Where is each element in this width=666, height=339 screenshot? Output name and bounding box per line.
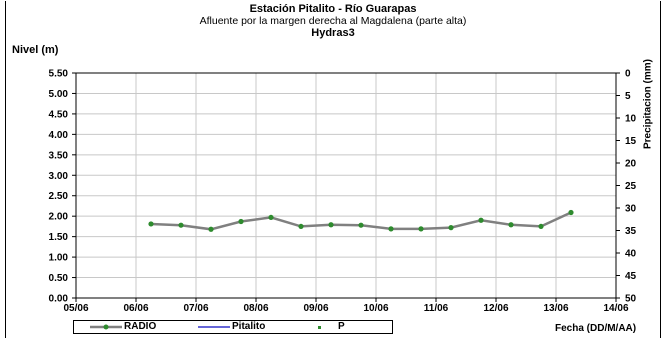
series-radio-point — [178, 222, 184, 228]
y-axis-label: Nivel (m) — [12, 44, 59, 56]
y2-tick-label: 20 — [625, 159, 637, 170]
x-tick-label: 13/06 — [543, 303, 568, 314]
series-radio-point — [568, 209, 574, 216]
grid — [76, 73, 616, 298]
x-tick-label: 09/06 — [303, 303, 328, 314]
x-tick-label: 06/06 — [123, 303, 148, 314]
y-tick-label: 4.00 — [49, 130, 69, 141]
legend-radio-swatch — [90, 324, 122, 330]
x-tick-label: 05/06 — [63, 303, 88, 314]
y-tick-label: 5.50 — [49, 69, 69, 80]
series-radio-point — [268, 214, 274, 221]
series-radio-point — [328, 222, 334, 228]
y2-tick-label: 35 — [625, 226, 637, 237]
series-radio-point — [448, 225, 454, 231]
chart-subtitle-2: Hydras3 — [311, 27, 355, 39]
x-tick-label: 07/06 — [183, 303, 208, 314]
series-radio-point — [478, 217, 484, 223]
y-tick-label: 1.00 — [49, 253, 69, 264]
x-tick-label: 12/06 — [483, 303, 508, 314]
y-tick-label: 3.00 — [49, 171, 69, 182]
series-radio-point — [298, 223, 304, 230]
chart-subtitle: Afluente por la margen derecha al Magdal… — [199, 15, 467, 27]
chart-frame — [5, 1, 661, 338]
y-tick-label: 2.00 — [49, 212, 69, 223]
legend-item-p: P — [302, 321, 382, 333]
axes — [72, 72, 620, 302]
y2-tick-label: 15 — [625, 136, 637, 147]
x-axis-label: Fecha (DD/M/AA) — [555, 323, 637, 334]
series-radio-point — [148, 221, 154, 227]
legend-p-swatch — [318, 326, 321, 329]
series-radio-point — [358, 222, 364, 228]
y2-tick-label: 5 — [625, 91, 631, 102]
y-tick-label: 0.50 — [49, 273, 69, 284]
plot-border — [75, 72, 617, 299]
legend-item-pitalito: Pitalito — [196, 321, 306, 333]
y-tick-label: 2.50 — [49, 191, 69, 202]
y-tick-label: 5.00 — [49, 89, 69, 100]
legend: RADIO Pitalito P — [73, 320, 393, 334]
chart-title: Estación Pitalito - Río Guarapas — [249, 3, 417, 15]
series-radio-point — [508, 222, 514, 228]
y2-tick-label: 25 — [625, 181, 637, 192]
series-radio-point — [418, 226, 424, 232]
y-tick-label: 1.50 — [49, 232, 69, 243]
series-radio-point — [538, 223, 544, 230]
series-radio-point — [388, 226, 394, 232]
legend-p-label: P — [338, 321, 345, 332]
x-tick-label: 10/06 — [363, 303, 388, 314]
y2-tick-label: 50 — [625, 294, 637, 305]
series-layer — [148, 209, 574, 232]
y2-tick-label: 45 — [625, 271, 637, 282]
legend-pitalito-swatch — [198, 326, 230, 328]
y2-tick-label: 40 — [625, 249, 637, 260]
y2-tick-label: 10 — [625, 114, 637, 125]
legend-radio-label: RADIO — [124, 321, 157, 332]
series-radio-point — [208, 226, 214, 232]
y-tick-label: 3.50 — [49, 150, 69, 161]
y-tick-label: 0.00 — [49, 294, 69, 305]
y-tick-label: 4.50 — [49, 109, 69, 120]
x-tick-label: 08/06 — [243, 303, 268, 314]
y2-tick-label: 0 — [625, 69, 631, 80]
x-tick-label: 14/06 — [603, 303, 628, 314]
tick-labels: 0.00 0.50 1.00 1.50 2.00 2.50 3.00 3.50 4.00 4.50… — [49, 69, 637, 315]
legend-pitalito-label: Pitalito — [232, 321, 266, 332]
y2-tick-label: 30 — [625, 204, 637, 215]
x-tick-label: 11/06 — [424, 303, 449, 314]
legend-item-radio: RADIO — [88, 321, 208, 333]
series-radio-point — [238, 218, 244, 225]
